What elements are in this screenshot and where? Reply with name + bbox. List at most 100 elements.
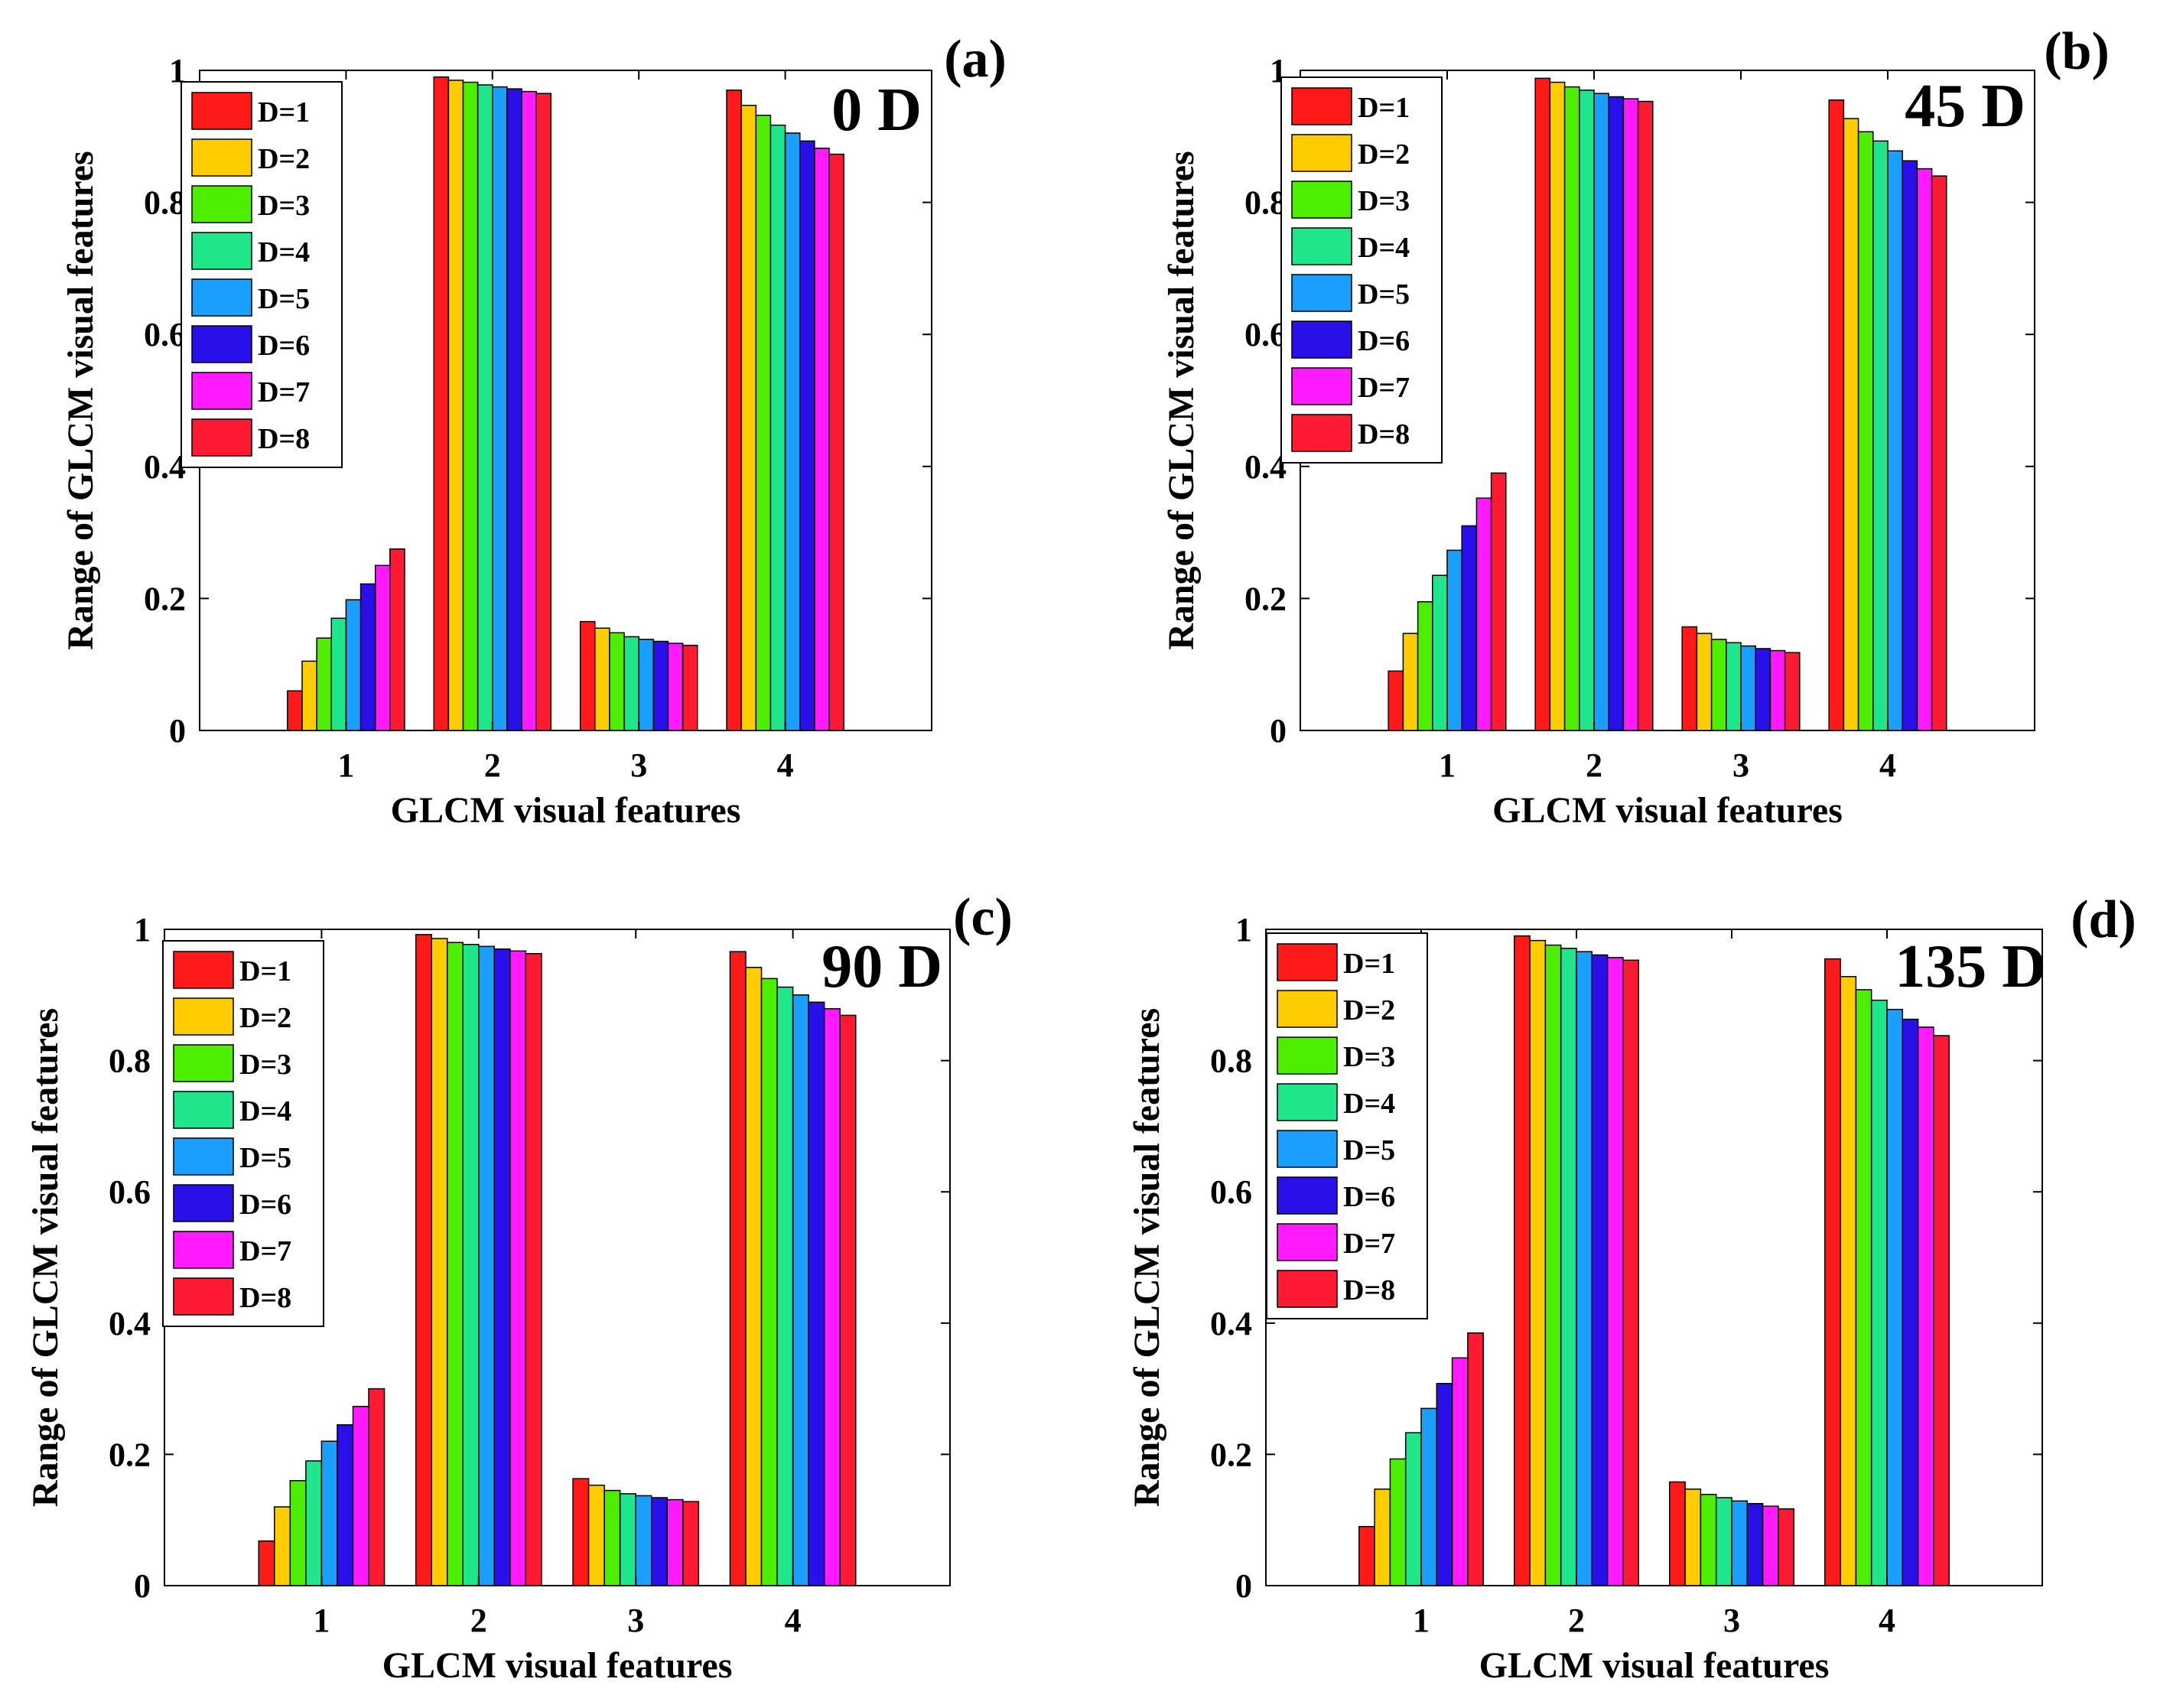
xtick-label: 3: [627, 1602, 644, 1639]
xtick-label: 2: [470, 1602, 487, 1639]
legend-swatch: [1277, 990, 1338, 1028]
y-axis-label: Range of GLCM visual features: [1127, 1008, 1167, 1507]
legend-label: D=5: [239, 1142, 291, 1174]
bar-D6-feature-1: [1436, 1382, 1453, 1586]
bar-D8-feature-2: [525, 952, 542, 1586]
bar-D7-feature-4: [1917, 1026, 1934, 1586]
bar-D8-feature-4: [1933, 1035, 1950, 1586]
legend-swatch: [1277, 1036, 1338, 1075]
bar-D5-feature-3: [635, 1495, 652, 1586]
bar-D5-feature-2: [1576, 951, 1593, 1586]
legend-swatch: [1291, 274, 1352, 312]
bar-D8-feature-3: [682, 644, 698, 731]
bar-D4-feature-3: [1726, 642, 1742, 731]
legend-label: D=4: [258, 236, 310, 268]
bar-D8-feature-1: [368, 1388, 386, 1586]
bar-D3-feature-1: [1389, 1458, 1407, 1586]
bar-D7-feature-3: [667, 643, 684, 731]
bar-D6-feature-3: [1755, 648, 1771, 731]
legend-label: D=6: [258, 330, 310, 362]
angle-label: 135 D: [1895, 933, 2046, 1000]
ytick-label: 0.4: [109, 1305, 151, 1342]
legend-label: D=5: [258, 283, 310, 315]
xtick-label: 1: [1439, 747, 1456, 784]
legend-label: D=3: [1343, 1041, 1395, 1073]
x-axis-label: GLCM visual features: [1479, 1645, 1830, 1686]
bar-D8-feature-3: [682, 1501, 700, 1586]
legend-label: D=4: [239, 1095, 291, 1127]
legend-label: D=7: [239, 1235, 291, 1267]
legend-swatch: [191, 372, 252, 410]
ytick-label: 0.4: [1210, 1305, 1252, 1342]
y-axis-label: Range of GLCM visual features: [1161, 151, 1202, 649]
legend-swatch: [173, 1044, 234, 1082]
ytick-label: 0.2: [144, 580, 186, 617]
legend-swatch: [173, 997, 234, 1036]
bar-D1-feature-1: [1388, 670, 1404, 731]
bar-D4-feature-4: [776, 986, 794, 1586]
legend-swatch: [1277, 1083, 1338, 1121]
bar-D5-feature-1: [345, 599, 362, 731]
angle-label: 0 D: [831, 76, 922, 144]
legend-swatch: [191, 185, 252, 223]
xtick-label: 2: [1568, 1602, 1585, 1639]
legend-swatch: [1277, 1270, 1338, 1308]
legend-swatch: [173, 1091, 234, 1129]
panel-label: (d): [2071, 890, 2136, 949]
bar-D6-feature-1: [337, 1424, 354, 1586]
bar-D3-feature-1: [1417, 600, 1433, 731]
angle-label: 45 D: [1905, 73, 2025, 140]
bar-D1-feature-1: [287, 690, 303, 731]
bar-D2-feature-3: [1696, 633, 1713, 731]
bar-D2-feature-2: [447, 80, 464, 731]
bar-D5-feature-1: [1420, 1407, 1438, 1586]
bar-D1-feature-4: [1824, 958, 1841, 1586]
xtick-label: 3: [1723, 1602, 1740, 1639]
ytick-label: 0.8: [144, 184, 186, 222]
bar-D3-feature-4: [760, 978, 778, 1586]
bar-D2-feature-2: [431, 938, 448, 1586]
bar-D4-feature-1: [305, 1460, 323, 1586]
bar-D7-feature-2: [1622, 98, 1639, 731]
xtick-label: 1: [313, 1602, 330, 1639]
bar-D6-feature-2: [506, 88, 522, 731]
legend-label: D=1: [258, 96, 310, 129]
bar-D6-feature-1: [1461, 525, 1478, 731]
legend-swatch: [173, 1277, 234, 1316]
bar-D5-feature-4: [792, 994, 809, 1586]
bar-D3-feature-3: [1710, 639, 1727, 731]
bar-D3-feature-4: [1857, 131, 1874, 731]
xtick-label: 3: [1732, 747, 1749, 784]
bar-D8-feature-4: [828, 153, 844, 731]
legend-label: D=4: [1358, 232, 1410, 264]
legend-label: D=5: [1358, 278, 1410, 311]
bar-D2-feature-2: [1529, 939, 1547, 1586]
legend-label: D=2: [258, 143, 310, 175]
bar-D1-feature-3: [1681, 626, 1698, 731]
bar-D1-feature-2: [433, 76, 450, 731]
legend-label: D=6: [1343, 1181, 1395, 1213]
bar-D4-feature-2: [462, 943, 480, 1586]
bar-D4-feature-3: [619, 1493, 636, 1586]
bar-D8-feature-1: [1490, 472, 1507, 731]
bar-D1-feature-3: [579, 620, 596, 731]
legend-swatch: [191, 325, 252, 363]
xtick-label: 1: [1413, 1602, 1430, 1639]
legend-swatch: [1277, 943, 1338, 981]
bar-D3-feature-1: [289, 1479, 307, 1586]
bar-D2-feature-1: [274, 1506, 291, 1586]
bar-D7-feature-2: [509, 950, 527, 1586]
legend-label: D=8: [1358, 418, 1410, 451]
ytick-label: 1: [1235, 911, 1252, 948]
ytick-label: 0: [134, 1567, 151, 1605]
bar-D2-feature-1: [301, 660, 317, 731]
bar-D2-feature-4: [740, 104, 757, 731]
bar-D1-feature-2: [1534, 77, 1551, 731]
legend-swatch: [1291, 227, 1352, 265]
legend-label: D=7: [1343, 1228, 1395, 1260]
bar-D2-feature-4: [1840, 976, 1857, 1586]
bar-D8-feature-2: [1637, 100, 1654, 731]
bar-D6-feature-1: [359, 583, 376, 731]
legend-label: D=8: [239, 1282, 291, 1314]
